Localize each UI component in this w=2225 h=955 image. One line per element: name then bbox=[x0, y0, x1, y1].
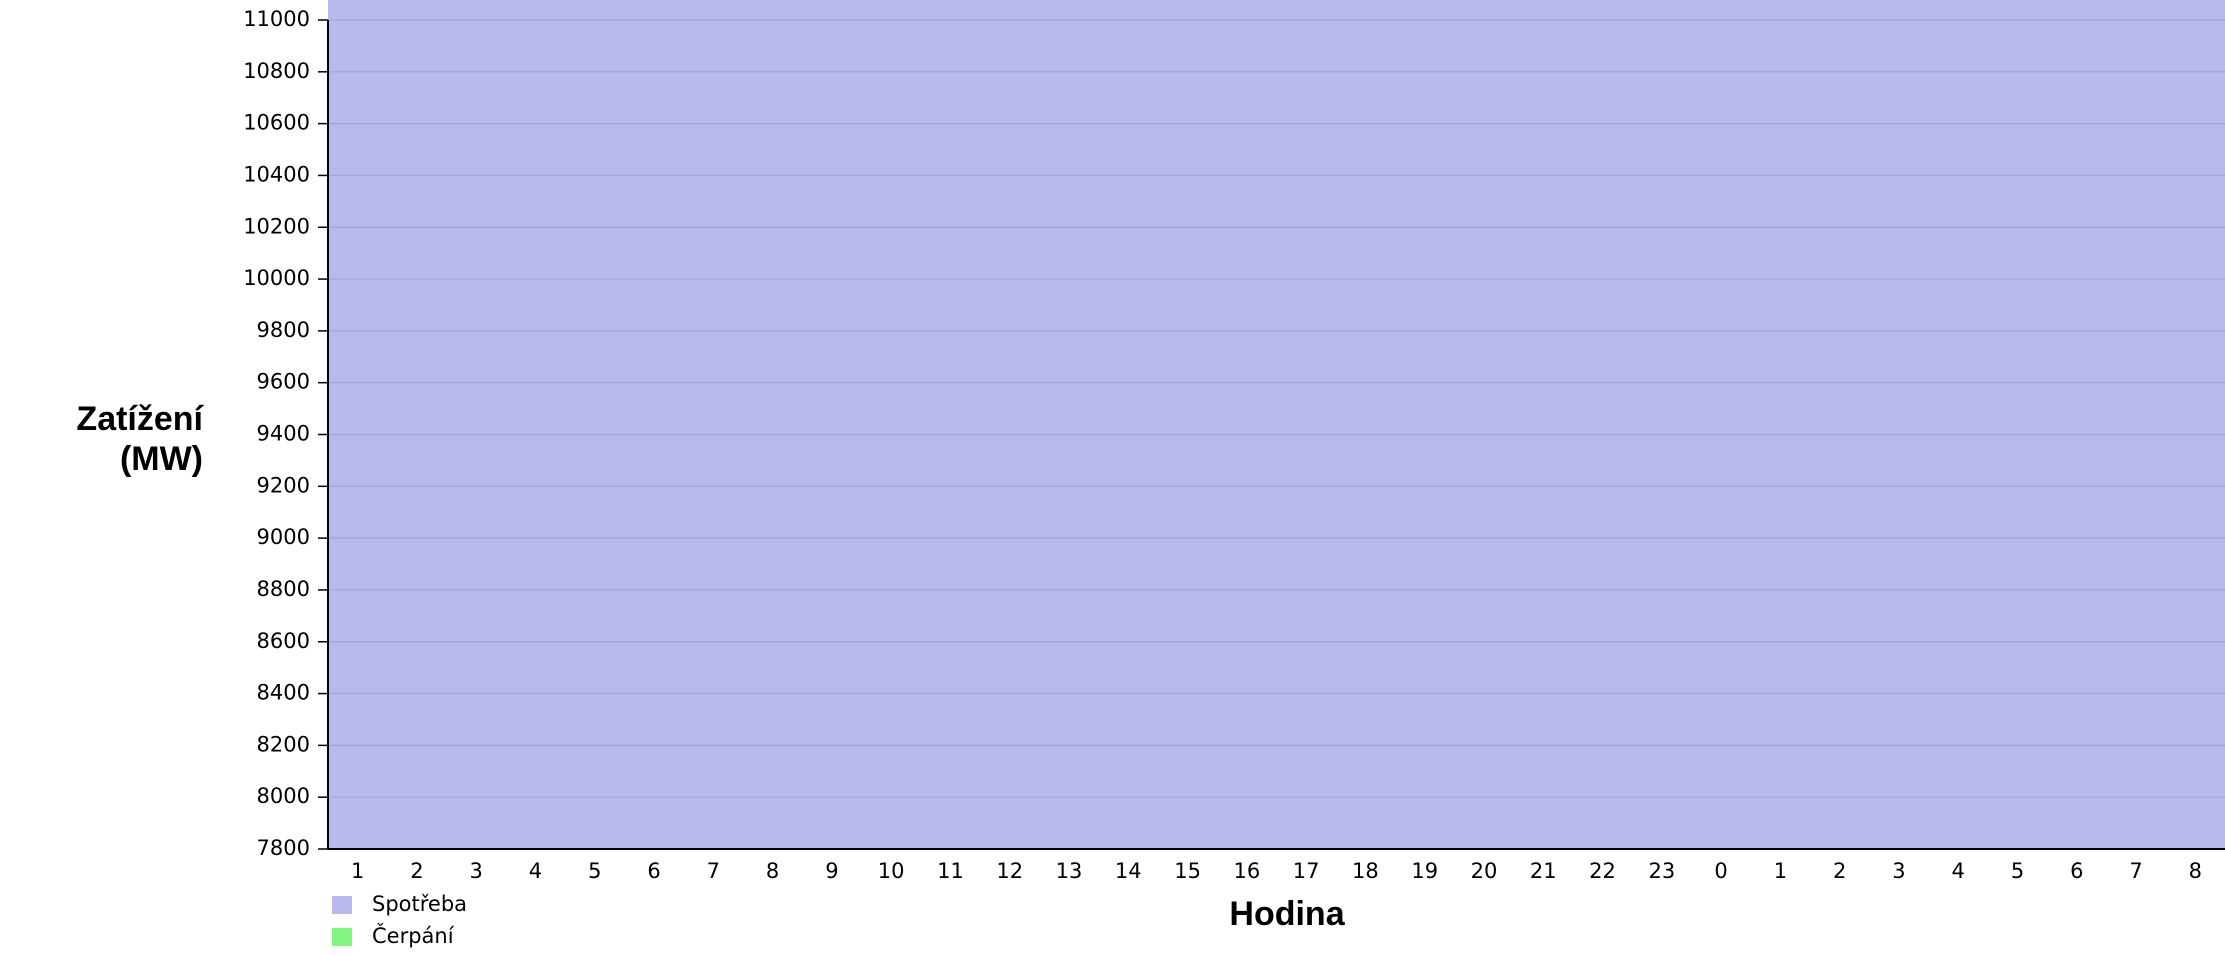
x-tick-label: 13 bbox=[1056, 859, 1083, 883]
x-tick-label: 20 bbox=[1471, 859, 1498, 883]
x-tick-label: 4 bbox=[1952, 859, 1965, 883]
y-tick-label: 9200 bbox=[257, 473, 310, 497]
y-tick-label: 8000 bbox=[257, 784, 310, 808]
y-tick-label: 8400 bbox=[257, 681, 310, 705]
x-tick-label: 8 bbox=[766, 859, 779, 883]
x-tick-label: 2 bbox=[1833, 859, 1846, 883]
y-tick-label: 9800 bbox=[257, 318, 310, 342]
x-tick-label: 2 bbox=[410, 859, 423, 883]
y-axis-title: (MW) bbox=[120, 440, 203, 478]
x-tick-label: 19 bbox=[1411, 859, 1438, 883]
x-tick-label: 18 bbox=[1352, 859, 1379, 883]
x-tick-label: 6 bbox=[2070, 859, 2083, 883]
legend-swatch bbox=[332, 928, 352, 946]
x-tick-label: 0 bbox=[1714, 859, 1727, 883]
x-axis-title: Hodina bbox=[1229, 895, 1345, 933]
legend-label: Čerpání bbox=[372, 923, 455, 948]
x-tick-label: 10 bbox=[878, 859, 905, 883]
x-tick-label: 15 bbox=[1174, 859, 1201, 883]
x-tick-label: 16 bbox=[1233, 859, 1260, 883]
x-tick-label: 4 bbox=[529, 859, 542, 883]
y-tick-label: 9000 bbox=[257, 525, 310, 549]
y-tick-label: 10800 bbox=[243, 59, 310, 83]
y-tick-label: 7800 bbox=[257, 836, 310, 860]
y-tick-label: 10400 bbox=[243, 162, 310, 186]
x-tick-label: 1 bbox=[351, 859, 364, 883]
x-tick-label: 17 bbox=[1293, 859, 1320, 883]
y-tick-label: 9400 bbox=[257, 422, 310, 446]
y-tick-label: 8800 bbox=[257, 577, 310, 601]
x-tick-label: 6 bbox=[647, 859, 660, 883]
y-tick-label: 11000 bbox=[243, 7, 310, 31]
x-tick-label: 5 bbox=[588, 859, 601, 883]
area bbox=[328, 0, 2225, 849]
legend-label: Spotřeba bbox=[372, 892, 467, 916]
legend-swatch bbox=[332, 896, 352, 914]
x-tick-label: 11 bbox=[937, 859, 964, 883]
x-tick-label: 9 bbox=[825, 859, 838, 883]
x-tick-label: 3 bbox=[1892, 859, 1905, 883]
x-tick-label: 23 bbox=[1648, 859, 1675, 883]
y-axis-title: Zatížení bbox=[76, 400, 204, 438]
y-tick-label: 10600 bbox=[243, 111, 310, 135]
x-tick-label: 14 bbox=[1115, 859, 1142, 883]
y-tick-label: 10000 bbox=[243, 266, 310, 290]
y-tick-label: 8200 bbox=[257, 732, 310, 756]
x-tick-label: 22 bbox=[1589, 859, 1616, 883]
x-tick-label: 1 bbox=[1774, 859, 1787, 883]
x-tick-label: 3 bbox=[470, 859, 483, 883]
x-tick-label: 8 bbox=[2189, 859, 2202, 883]
y-tick-label: 10200 bbox=[243, 214, 310, 238]
x-tick-label: 21 bbox=[1530, 859, 1557, 883]
x-tick-label: 7 bbox=[707, 859, 720, 883]
y-tick-label: 9600 bbox=[257, 370, 310, 394]
y-tick-label: 8600 bbox=[257, 629, 310, 653]
x-tick-label: 5 bbox=[2011, 859, 2024, 883]
x-tick-label: 7 bbox=[2129, 859, 2142, 883]
x-tick-label: 12 bbox=[996, 859, 1023, 883]
